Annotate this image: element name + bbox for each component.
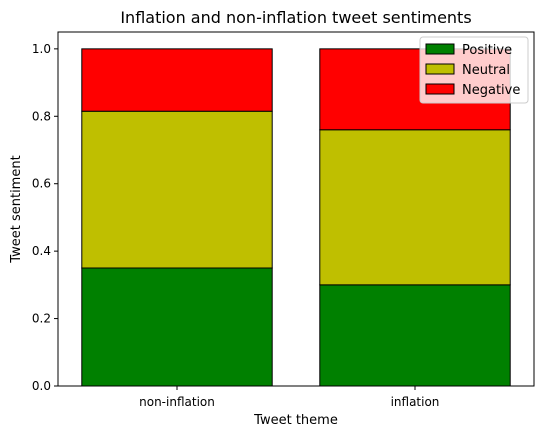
y-axis-label: Tweet sentiment (9, 155, 24, 263)
legend-label-positive: Positive (462, 43, 512, 58)
y-tick-label: 1.0 (32, 42, 51, 56)
x-tick-label: inflation (391, 395, 440, 409)
bars-layer (81, 48, 511, 387)
bar-negative-non-inflation (81, 48, 273, 112)
x-axis-ticks: non-inflation inflation (139, 386, 439, 409)
legend-swatch-neutral (425, 63, 455, 75)
x-axis-label: Tweet theme (253, 413, 338, 428)
x-tick-label: non-inflation (139, 395, 215, 409)
bar-neutral-non-inflation (81, 110, 273, 269)
y-tick-label: 0.6 (32, 177, 51, 191)
y-tick-label: 0.8 (32, 109, 51, 123)
bar-positive-inflation (319, 284, 511, 387)
legend-label-neutral: Neutral (462, 63, 510, 78)
y-axis-ticks: 0.0 0.2 0.4 0.6 0.8 1.0 (32, 42, 58, 393)
legend-swatch-positive (425, 43, 455, 55)
y-tick-label: 0.2 (32, 312, 51, 326)
chart-title: Inflation and non-inflation tweet sentim… (120, 8, 471, 27)
legend-swatch-negative (425, 83, 455, 95)
legend-label-negative: Negative (462, 83, 520, 98)
legend: Positive Neutral Negative (419, 36, 529, 104)
y-tick-label: 0.0 (32, 379, 51, 393)
bar-neutral-inflation (319, 129, 511, 286)
y-tick-label: 0.4 (32, 244, 51, 258)
plot-frame (57, 31, 535, 387)
bar-positive-non-inflation (81, 267, 273, 387)
